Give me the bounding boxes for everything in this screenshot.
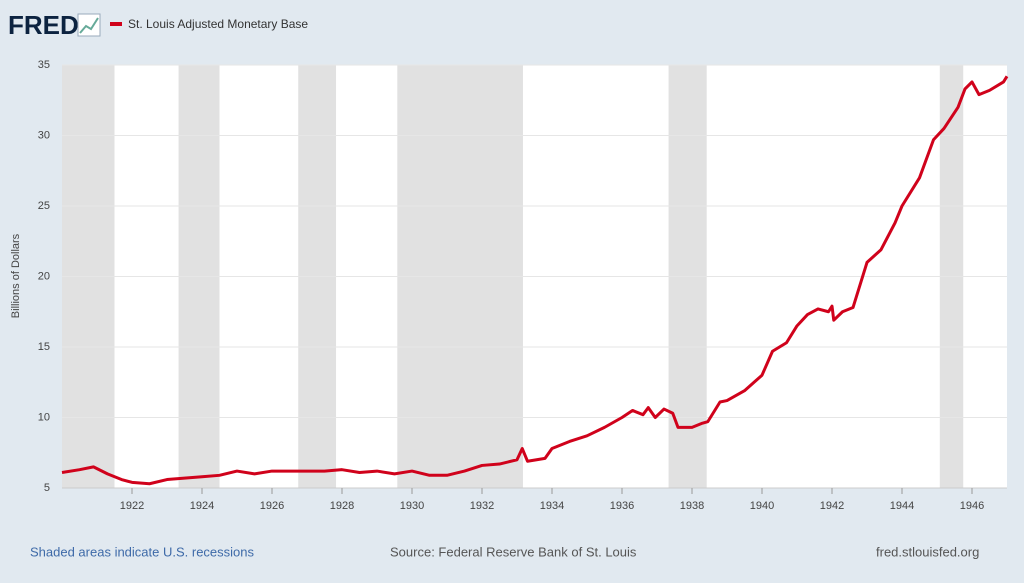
logo-icon-line bbox=[79, 17, 99, 34]
x-tick-label: 1942 bbox=[820, 500, 844, 512]
x-tick-label: 1938 bbox=[680, 500, 704, 512]
x-tick-label: 1936 bbox=[610, 500, 634, 512]
y-tick-label: 5 bbox=[44, 482, 50, 494]
site: fred.stlouisfed.org bbox=[876, 544, 979, 559]
x-tick-label: 1926 bbox=[260, 500, 284, 512]
y-axis-label: Billions of Dollars bbox=[10, 233, 22, 318]
y-tick-label: 15 bbox=[38, 341, 50, 353]
series-line bbox=[61, 75, 1009, 486]
x-tick-label: 1940 bbox=[750, 500, 774, 512]
x-tick-label: 1932 bbox=[470, 500, 494, 512]
y-tick-label: 20 bbox=[38, 270, 50, 282]
recession-note: Shaded areas indicate U.S. recessions bbox=[30, 544, 255, 559]
legend-label: St. Louis Adjusted Monetary Base bbox=[128, 17, 308, 31]
logo: FRED bbox=[8, 10, 79, 40]
x-tick-label: 1946 bbox=[960, 500, 984, 512]
x-tick-label: 1934 bbox=[540, 500, 564, 512]
source: Source: Federal Reserve Bank of St. Loui… bbox=[390, 544, 637, 559]
y-tick-label: 10 bbox=[38, 411, 50, 423]
y-tick-label: 25 bbox=[38, 200, 50, 212]
x-tick-label: 1944 bbox=[890, 500, 914, 512]
x-tick-label: 1930 bbox=[400, 500, 424, 512]
logo-icon bbox=[77, 13, 101, 37]
y-tick-label: 35 bbox=[38, 59, 50, 71]
x-tick-label: 1922 bbox=[120, 500, 144, 512]
x-tick-label: 1924 bbox=[190, 500, 214, 512]
y-tick-label: 30 bbox=[38, 129, 50, 141]
x-tick-label: 1928 bbox=[330, 500, 354, 512]
